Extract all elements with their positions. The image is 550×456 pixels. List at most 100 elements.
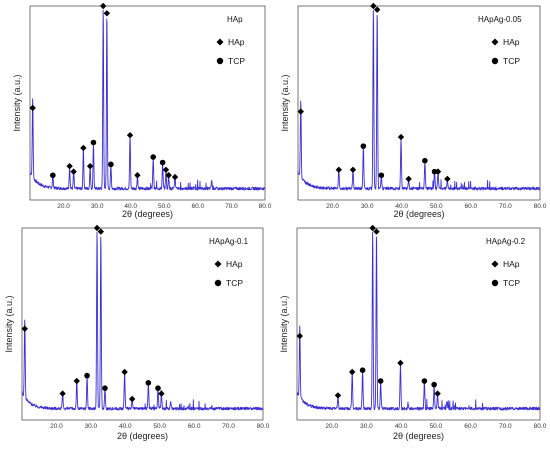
x-axis-title: 2θ (degrees) <box>117 431 168 441</box>
xrd-chart-hap: 20.0 30.0 40.0 50.0 60.0 70.0 80.0 2θ (degrees)… <box>12 2 272 219</box>
tcp-peak-marker <box>84 372 90 379</box>
diffraction-pattern-line <box>297 9 541 191</box>
legend-label: HAp <box>226 259 243 269</box>
diffraction-pattern-line <box>296 231 541 411</box>
legend-label: TCP <box>228 56 245 66</box>
hap-peak-marker <box>334 392 342 399</box>
y-axis-title: Intensity (a.u.) <box>4 295 14 352</box>
hap-peak-marker <box>29 104 36 112</box>
tcp-peak-marker <box>102 385 108 391</box>
x-tick-label: 60.0 <box>465 203 478 210</box>
hap-peak-marker <box>99 2 107 10</box>
x-tick-label: 50.0 <box>153 423 166 430</box>
x-tick-label: 70.0 <box>225 203 238 210</box>
x-tick-label: 80.0 <box>534 423 547 430</box>
xrd-panel-hap: 20.0 30.0 40.0 50.0 60.0 70.0 80.0 2θ (degrees)… <box>0 0 275 225</box>
x-tick-label: 50.0 <box>430 203 443 210</box>
xrd-panel-hapag-0-1: 20.0 30.0 40.0 50.0 60.0 70.0 80.0 2θ (degrees)… <box>0 224 275 451</box>
x-tick-label: 40.0 <box>124 203 137 210</box>
hap-peak-marker <box>373 6 381 13</box>
hap-peak-marker <box>86 162 94 170</box>
x-tick-label: 80.0 <box>257 423 270 430</box>
legend-circle-icon <box>214 279 222 287</box>
plot-frame <box>296 227 541 421</box>
hap-peak-marker <box>73 377 80 385</box>
x-tick-label: 60.0 <box>464 423 477 430</box>
tcp-peak-marker <box>431 381 437 388</box>
diffraction-pattern-line <box>29 9 266 191</box>
tcp-peak-marker <box>108 161 114 168</box>
hap-peak-marker <box>397 359 404 367</box>
plot-frame <box>29 5 266 201</box>
xrd-chart-hapag-0-2: 20.0 30.0 40.0 50.0 60.0 70.0 80.0 2θ (degrees)… <box>279 224 547 441</box>
hap-peak-marker <box>171 173 179 181</box>
y-axis-title: Intensity (a.u.) <box>280 74 290 131</box>
xrd-panel-hapag-0-2: 20.0 30.0 40.0 50.0 60.0 70.0 80.0 2θ (degrees)… <box>275 224 550 451</box>
hap-peak-marker <box>162 166 170 173</box>
hap-peak-marker <box>97 228 105 235</box>
hap-peak-marker <box>80 144 87 152</box>
sample-label: HApAg-0.2 <box>486 237 526 246</box>
x-axis-title: 2θ (degrees) <box>393 209 444 219</box>
hap-peak-marker <box>158 390 165 397</box>
x-tick-label: 50.0 <box>430 423 443 430</box>
y-axis-title: Intensity (a.u.) <box>279 295 289 352</box>
x-tick-label: 60.0 <box>188 423 201 430</box>
x-tick-label: 30.0 <box>91 203 104 210</box>
x-tick-label: 20.0 <box>325 423 338 430</box>
tcp-peak-marker <box>150 154 157 160</box>
x-tick-label: 30.0 <box>85 423 98 430</box>
legend-diamond-icon <box>214 260 222 268</box>
plot-frame <box>297 5 541 201</box>
tcp-peak-marker <box>377 378 384 384</box>
hap-peak-marker <box>297 108 304 115</box>
x-tick-label: 70.0 <box>499 203 512 210</box>
tcp-peak-marker <box>421 378 428 384</box>
x-axis-title: 2θ (degrees) <box>393 431 444 441</box>
x-tick-label: 80.0 <box>259 203 272 210</box>
sample-label: HAp <box>227 15 243 24</box>
x-tick-label: 20.0 <box>50 423 63 430</box>
tcp-peak-marker <box>431 168 438 175</box>
x-tick-label: 40.0 <box>395 203 408 210</box>
legend-label: HAp <box>503 259 520 269</box>
hap-peak-marker <box>66 162 73 170</box>
xrd-chart-hapag-0-05: 20.0 30.0 40.0 50.0 60.0 70.0 80.0 2θ (degrees)… <box>280 2 547 219</box>
hap-peak-marker <box>373 228 380 235</box>
tcp-peak-marker <box>360 143 367 149</box>
hap-peak-marker <box>370 2 377 10</box>
x-axis-title: 2θ (degrees) <box>122 209 173 219</box>
legend-circle-icon <box>216 57 224 65</box>
hap-peak-marker <box>128 395 136 403</box>
tcp-peak-marker <box>145 380 152 386</box>
hap-peak-marker <box>70 168 77 175</box>
xrd-panel-hapag-0-05: 20.0 30.0 40.0 50.0 60.0 70.0 80.0 2θ (degrees)… <box>275 0 550 225</box>
legend-label: TCP <box>226 278 243 288</box>
hap-peak-marker <box>59 390 66 397</box>
tcp-peak-marker <box>378 172 385 179</box>
legend-label: HAp <box>228 37 245 47</box>
legend-label: TCP <box>503 278 520 288</box>
x-tick-label: 40.0 <box>119 423 132 430</box>
legend-circle-icon <box>491 57 499 65</box>
legend-diamond-icon <box>491 260 499 268</box>
hap-peak-marker <box>21 325 28 332</box>
hap-peak-marker <box>444 175 451 183</box>
tcp-peak-marker <box>359 367 366 373</box>
x-tick-label: 20.0 <box>57 203 70 210</box>
hap-peak-marker <box>434 168 442 175</box>
x-tick-label: 20.0 <box>326 203 339 210</box>
tcp-peak-marker <box>159 159 166 166</box>
sample-label: HApAg-0.05 <box>478 15 522 24</box>
hap-peak-marker <box>103 10 111 17</box>
hap-peak-marker <box>121 368 128 376</box>
legend-circle-icon <box>491 279 499 287</box>
x-tick-label: 40.0 <box>395 423 408 430</box>
x-tick-label: 50.0 <box>158 203 171 210</box>
tcp-peak-marker <box>50 172 56 179</box>
hap-peak-marker <box>369 224 376 232</box>
hap-peak-marker <box>434 390 441 397</box>
hap-peak-marker <box>348 368 356 376</box>
tcp-peak-marker <box>422 157 428 164</box>
tcp-peak-marker <box>90 139 97 146</box>
